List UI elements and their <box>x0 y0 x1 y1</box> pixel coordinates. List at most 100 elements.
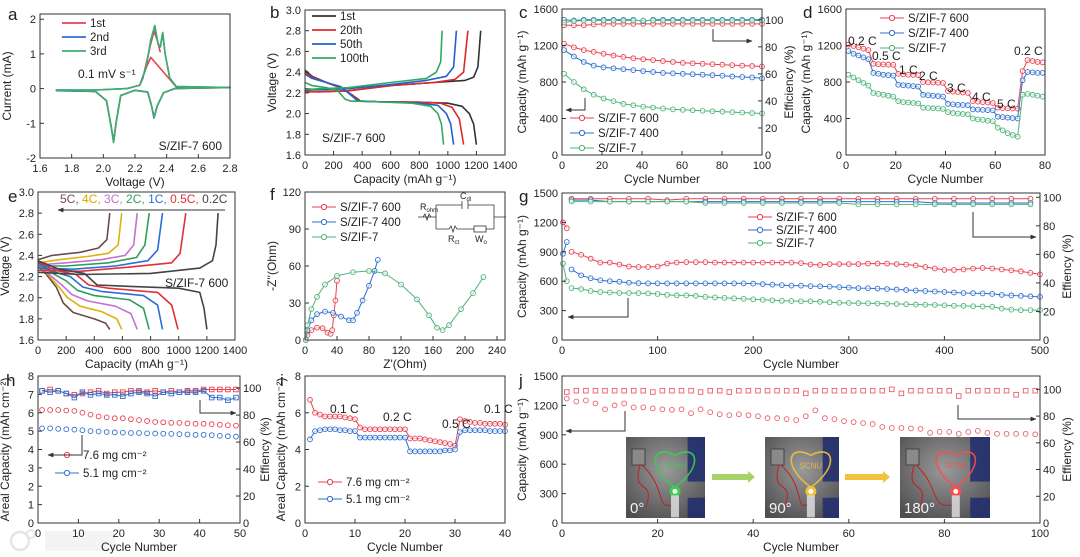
y2-tick-label: 80 <box>1043 411 1055 423</box>
data-point <box>382 434 388 441</box>
rate-label: 4C, <box>82 192 104 206</box>
data-point <box>620 101 627 107</box>
annotation: 0.2 C <box>1014 44 1043 58</box>
data-point <box>739 74 746 80</box>
data-point <box>635 280 642 287</box>
legend-entry: S/ZIF-7 600 <box>570 113 659 125</box>
x-tick-label: 40 <box>331 345 343 357</box>
legend-marker <box>326 478 334 486</box>
data-point <box>654 280 661 287</box>
y-tick-label: 30 <box>289 298 301 310</box>
legend-label: S/ZIF-7 <box>598 143 636 155</box>
x-tick-label: 40 <box>636 160 648 172</box>
data-point <box>497 428 503 434</box>
led-photo-inset: SCNU 180° <box>900 437 990 518</box>
data-point <box>974 106 981 113</box>
y-tick-label: 120 <box>283 187 301 199</box>
data-point <box>472 427 478 434</box>
x-tick-label: 2.8 <box>222 163 237 175</box>
panel-f: 0 40 80 120 160 200 2400306090120Z'(Ohm)-Z''(O… <box>265 185 506 371</box>
panel-b: 0 200 400 600 800 1000 1200 1400 1.6 1.8 2.0 2.2 2.4… <box>265 3 517 186</box>
y-tick-label: -1 <box>26 118 36 130</box>
legend-marker <box>320 233 328 241</box>
x-tick-label: 1400 <box>493 160 517 172</box>
data-point <box>308 317 315 324</box>
data-point <box>729 73 736 80</box>
data-point <box>402 434 408 441</box>
series-line-3c <box>37 213 138 266</box>
y-tick-label: 300 <box>540 306 558 318</box>
data-point <box>477 420 483 426</box>
data-point <box>377 426 383 433</box>
data-point <box>434 324 440 331</box>
data-point <box>699 107 706 114</box>
axis-indicator-arrow-icon <box>565 411 626 434</box>
data-point <box>660 70 666 76</box>
y2-tick-label: 100 <box>1043 384 1061 396</box>
data-point <box>322 426 328 433</box>
legend-marker <box>756 239 764 247</box>
data-point <box>322 281 328 288</box>
data-point <box>630 55 637 62</box>
y-tick-label: 1 <box>30 49 36 61</box>
x-tick-label: 20 <box>890 160 902 172</box>
data-point <box>79 427 86 434</box>
data-point <box>678 387 685 394</box>
data-point <box>915 83 921 90</box>
legend-label: 20th <box>340 25 362 37</box>
data-point <box>822 387 828 394</box>
data-point <box>774 387 780 394</box>
data-point <box>587 255 594 262</box>
legend-entry: S/ZIF-7 400 <box>312 217 401 229</box>
circuit-label-main: C <box>460 191 467 201</box>
data-point <box>893 201 900 208</box>
data-point <box>342 427 348 434</box>
data-point <box>689 60 696 67</box>
data-point <box>397 426 403 433</box>
data-point <box>880 71 887 78</box>
data-point <box>597 259 604 266</box>
data-point <box>688 410 694 417</box>
data-point <box>955 430 962 437</box>
data-point <box>970 115 976 122</box>
data-point <box>367 434 373 441</box>
data-point <box>372 434 378 441</box>
x-tick-label: 160 <box>424 345 442 357</box>
data-point <box>338 313 344 320</box>
data-point <box>669 406 675 413</box>
y2-axis-label: Efficiency (%) <box>782 45 796 118</box>
data-point <box>860 387 866 394</box>
data-point <box>779 297 785 304</box>
legend-label: 1st <box>340 11 356 23</box>
data-point <box>946 387 952 394</box>
data-point <box>865 285 871 292</box>
series-line-2nd <box>55 25 231 144</box>
data-point <box>955 101 961 108</box>
series-line-100th <box>304 30 443 91</box>
data-point <box>930 92 936 99</box>
legend-label: 5.1 mg cm⁻² <box>83 468 147 480</box>
y2-tick-label: 100 <box>243 383 261 395</box>
data-point <box>233 386 239 393</box>
data-point <box>885 92 892 99</box>
data-point <box>600 64 607 71</box>
data-point <box>322 308 328 315</box>
legend-entry: 100th <box>312 53 369 65</box>
data-point <box>337 427 343 434</box>
data-point <box>955 393 962 399</box>
data-point <box>841 387 847 394</box>
y2-tick-label: 60 <box>1043 249 1055 261</box>
data-point <box>571 79 577 85</box>
data-point <box>831 416 838 422</box>
data-point <box>679 59 686 66</box>
y-tick-label: 0 <box>552 150 558 162</box>
data-point <box>225 386 231 393</box>
data-point <box>452 446 458 453</box>
data-point <box>208 432 215 439</box>
y-tick-label: 2.2 <box>286 88 301 100</box>
legend-entry: 20th <box>312 25 362 37</box>
data-point <box>817 200 823 206</box>
data-point <box>616 261 623 268</box>
x-tick-label: 400 <box>353 160 371 172</box>
legend-entry: S/ZIF-7 600 <box>748 212 837 224</box>
